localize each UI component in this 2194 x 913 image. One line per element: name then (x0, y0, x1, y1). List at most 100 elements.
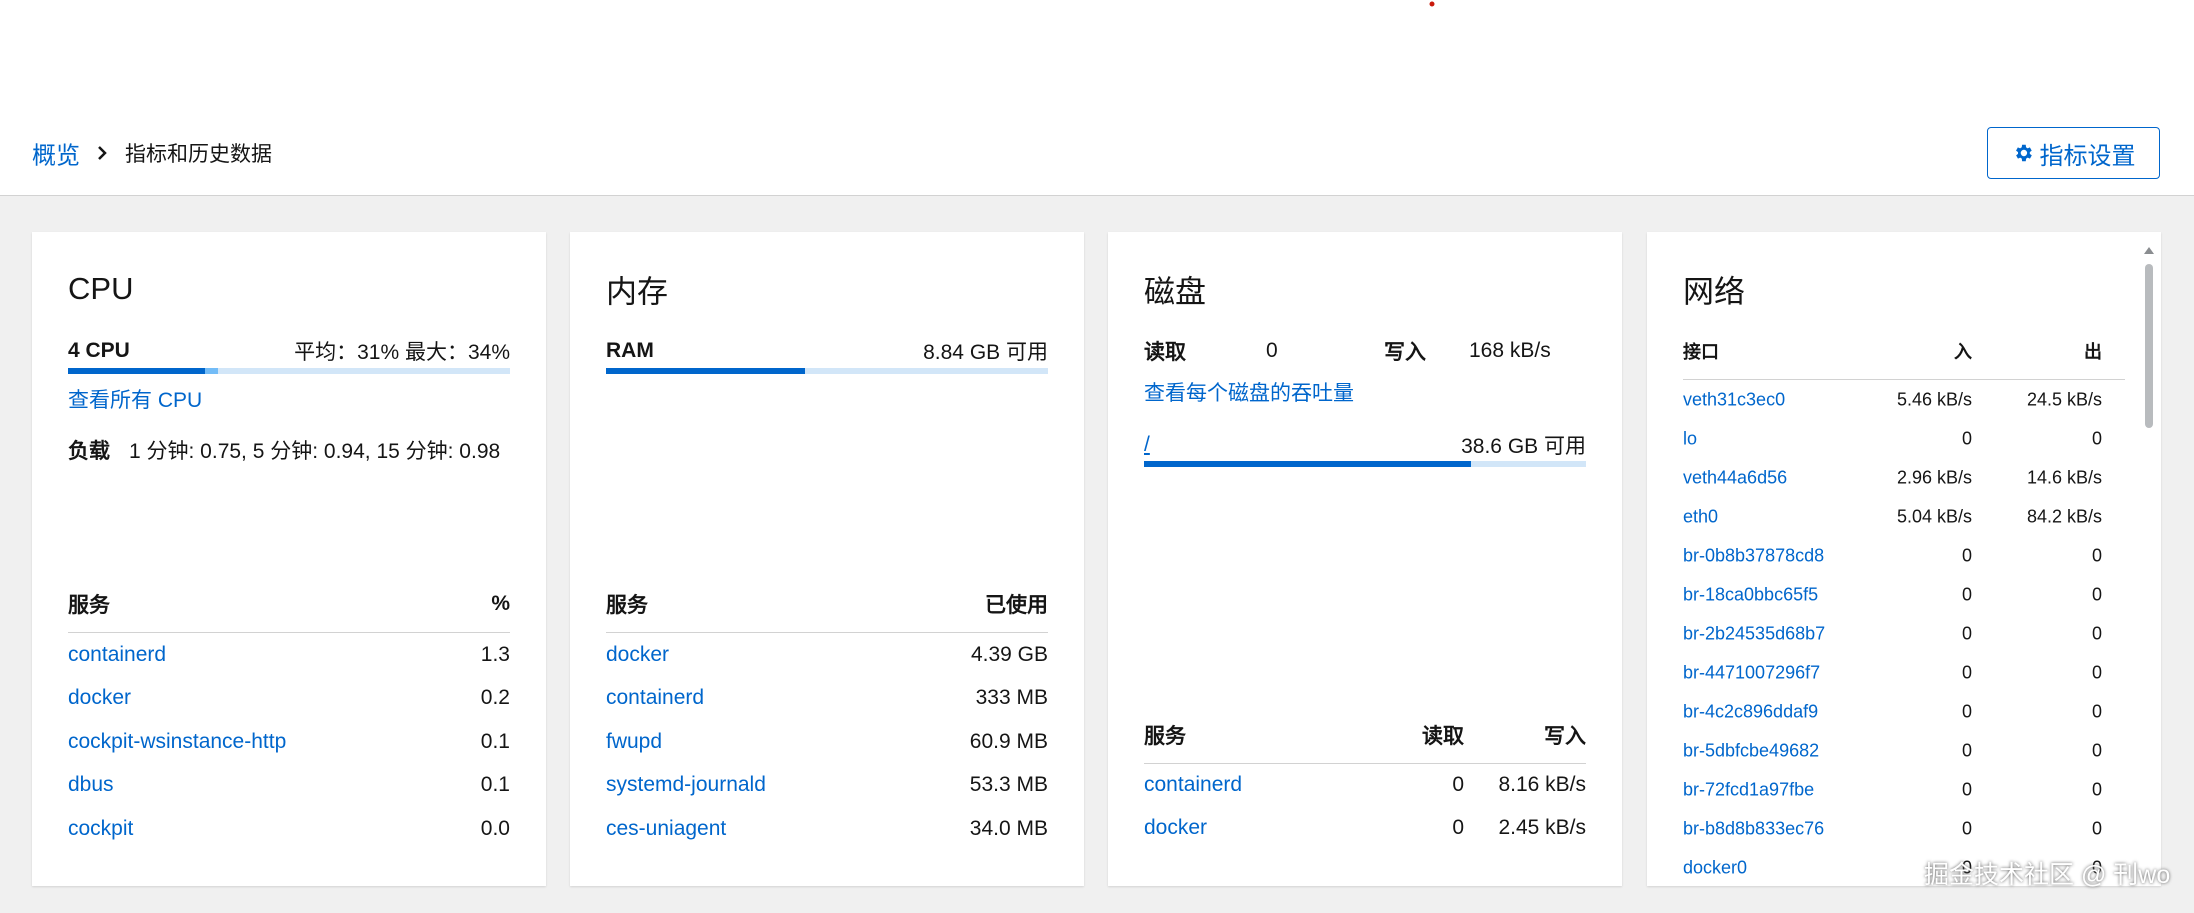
cell-value: 0 (1961, 623, 1972, 644)
row-name[interactable]: br-0b8b37878cd8 (1683, 545, 1825, 566)
disk-card: 磁盘 读取 0 写入 168 kB/s 查看每个磁盘的吞吐量 / 38.6 GB… (1108, 232, 1622, 886)
usage-bar (68, 368, 206, 374)
breadcrumb-chevron (98, 146, 107, 160)
row-name[interactable]: br-4c2c896ddaf9 (1683, 701, 1819, 722)
row-name[interactable]: lo (1683, 428, 1698, 449)
row-name[interactable]: br-18ca0bbc65f5 (1683, 584, 1819, 605)
row-name[interactable]: systemd-journald (606, 773, 766, 797)
watermark: 掘金技术社区 @ 刊wo (1924, 861, 2171, 889)
cell-value: 0 (1961, 818, 1972, 839)
cell-value: 5.46 kB/s (1896, 389, 1972, 410)
column-header: % (491, 592, 510, 615)
card-title: CPU (68, 271, 134, 306)
row-name[interactable]: br-72fcd1a97fbe (1683, 779, 1815, 800)
row-name[interactable]: veth44a6d56 (1683, 467, 1788, 488)
cell-value: 0 (2091, 779, 2102, 800)
ram-available: 8.84 GB 可用 (923, 341, 1048, 364)
row-name[interactable]: docker (1144, 816, 1208, 840)
row-name[interactable]: containerd (68, 643, 167, 666)
column-header: 服务 (606, 594, 648, 617)
write-label: 写入 (1384, 341, 1426, 364)
cpu-link[interactable]: 查看所有 CPU (68, 389, 203, 412)
cell-value: 0 (2091, 623, 2102, 644)
breadcrumb-home[interactable]: 概览 (32, 142, 80, 170)
row-name[interactable]: dbus (68, 773, 114, 797)
cell-value: 0 (2091, 545, 2102, 566)
dot (1429, 1, 1435, 7)
cell-value: 0.1 (480, 773, 510, 797)
cell-value: 0.1 (480, 729, 510, 753)
cell-value: 333 MB (975, 686, 1048, 710)
usage-track (606, 368, 1048, 374)
gear-icon (2015, 144, 2032, 162)
cell-value: 0 (1961, 701, 1972, 722)
row-name[interactable]: containerd (606, 686, 705, 710)
column-header: 入 (1954, 342, 1972, 362)
cell-value: 14.6 kB/s (2026, 467, 2102, 488)
row-name[interactable]: ces-uniagent (606, 816, 727, 840)
cell-value: 4.39 GB (970, 643, 1048, 666)
cell-value: 8.16 kB/s (1498, 773, 1586, 796)
column-header: 服务 (1144, 725, 1186, 748)
load-label: 负载 (68, 440, 110, 463)
row-name[interactable]: veth31c3ec0 (1683, 389, 1786, 410)
cell-value: 2.45 kB/s (1498, 816, 1586, 840)
load-value: 1 分钟: 0.75, 5 分钟: 0.94, 15 分钟: 0.98 (129, 440, 501, 463)
usage-bar (606, 368, 805, 374)
cell-value: 0 (2091, 818, 2102, 839)
row-name[interactable]: docker (606, 643, 670, 666)
cell-value: 24.5 kB/s (2026, 389, 2102, 410)
row-name[interactable]: cockpit-wsinstance-http (68, 729, 287, 753)
row-name[interactable]: containerd (1144, 773, 1243, 796)
column-header: 已使用 (985, 594, 1048, 617)
column-header: 出 (2084, 342, 2102, 362)
column-header: 读取 (1422, 725, 1464, 748)
cpu-count: 4 CPU (68, 339, 130, 362)
cell-value: 0 (2091, 428, 2102, 449)
network-card: 网络 接口 入 出 veth31c3ec0 5.46 kB/s 24.5 kB/s lo 0 0… (1647, 232, 2161, 886)
row-name[interactable]: br-2b24535d68b7 (1683, 623, 1826, 644)
cell-value: 1.3 (480, 643, 510, 666)
cell-value: 53.3 MB (969, 773, 1048, 797)
cell-value: 0.0 (480, 816, 510, 840)
row-name[interactable]: eth0 (1683, 506, 1719, 527)
column-header: 接口 (1683, 342, 1719, 362)
divider (1683, 379, 2125, 380)
write-value: 168 kB/s (1469, 339, 1551, 362)
cell-value: 2.96 kB/s (1896, 467, 1972, 488)
disk-link[interactable]: 查看每个磁盘的吞吐量 (1144, 382, 1354, 405)
breadcrumb-current: 指标和历史数据 (125, 143, 272, 166)
scrollbar[interactable] (2141, 240, 2157, 880)
cell-value: 0 (1961, 428, 1972, 449)
cell-value: 84.2 kB/s (2026, 506, 2102, 527)
card-title: 内存 (606, 274, 668, 310)
divider (68, 632, 510, 633)
cell-value: 0 (2091, 701, 2102, 722)
row-name[interactable]: br-b8d8b833ec76 (1683, 818, 1825, 839)
settings-label[interactable]: 指标设置 (2039, 142, 2136, 170)
row-name[interactable]: docker (68, 686, 132, 710)
column-header: 写入 (1544, 725, 1586, 748)
cell-value: 60.9 MB (969, 729, 1048, 753)
read-label: 读取 (1144, 341, 1186, 364)
cpu-summary: 平均：31% 最大：34% (294, 341, 510, 364)
cell-value: 0 (2091, 857, 2102, 878)
row-name[interactable]: docker0 (1683, 857, 1748, 878)
row-name[interactable]: br-4471007296f7 (1683, 662, 1821, 683)
memory-card: 内存 RAM 8.84 GB 可用 服务 已使用 docker 4.39 GB cont… (570, 232, 1084, 886)
read-value: 0 (1266, 339, 1278, 362)
cell-value: 0 (1961, 740, 1972, 761)
column-header: 服务 (68, 594, 110, 617)
row-name[interactable]: br-5dbfcbe49682 (1683, 740, 1820, 761)
header-bar: 概览 指标和历史数据 指标设置 (0, 0, 2194, 196)
cell-value: 0 (1452, 773, 1464, 796)
row-name[interactable]: fwupd (606, 729, 663, 753)
mount-link[interactable]: / (1144, 433, 1150, 456)
settings-button[interactable]: 指标设置 (1987, 127, 2160, 179)
usage-track (68, 368, 510, 374)
divider (1144, 763, 1586, 764)
cell-value: 0 (1961, 857, 1972, 878)
cell-value: 0 (1961, 545, 1972, 566)
row-name[interactable]: cockpit (68, 816, 134, 840)
